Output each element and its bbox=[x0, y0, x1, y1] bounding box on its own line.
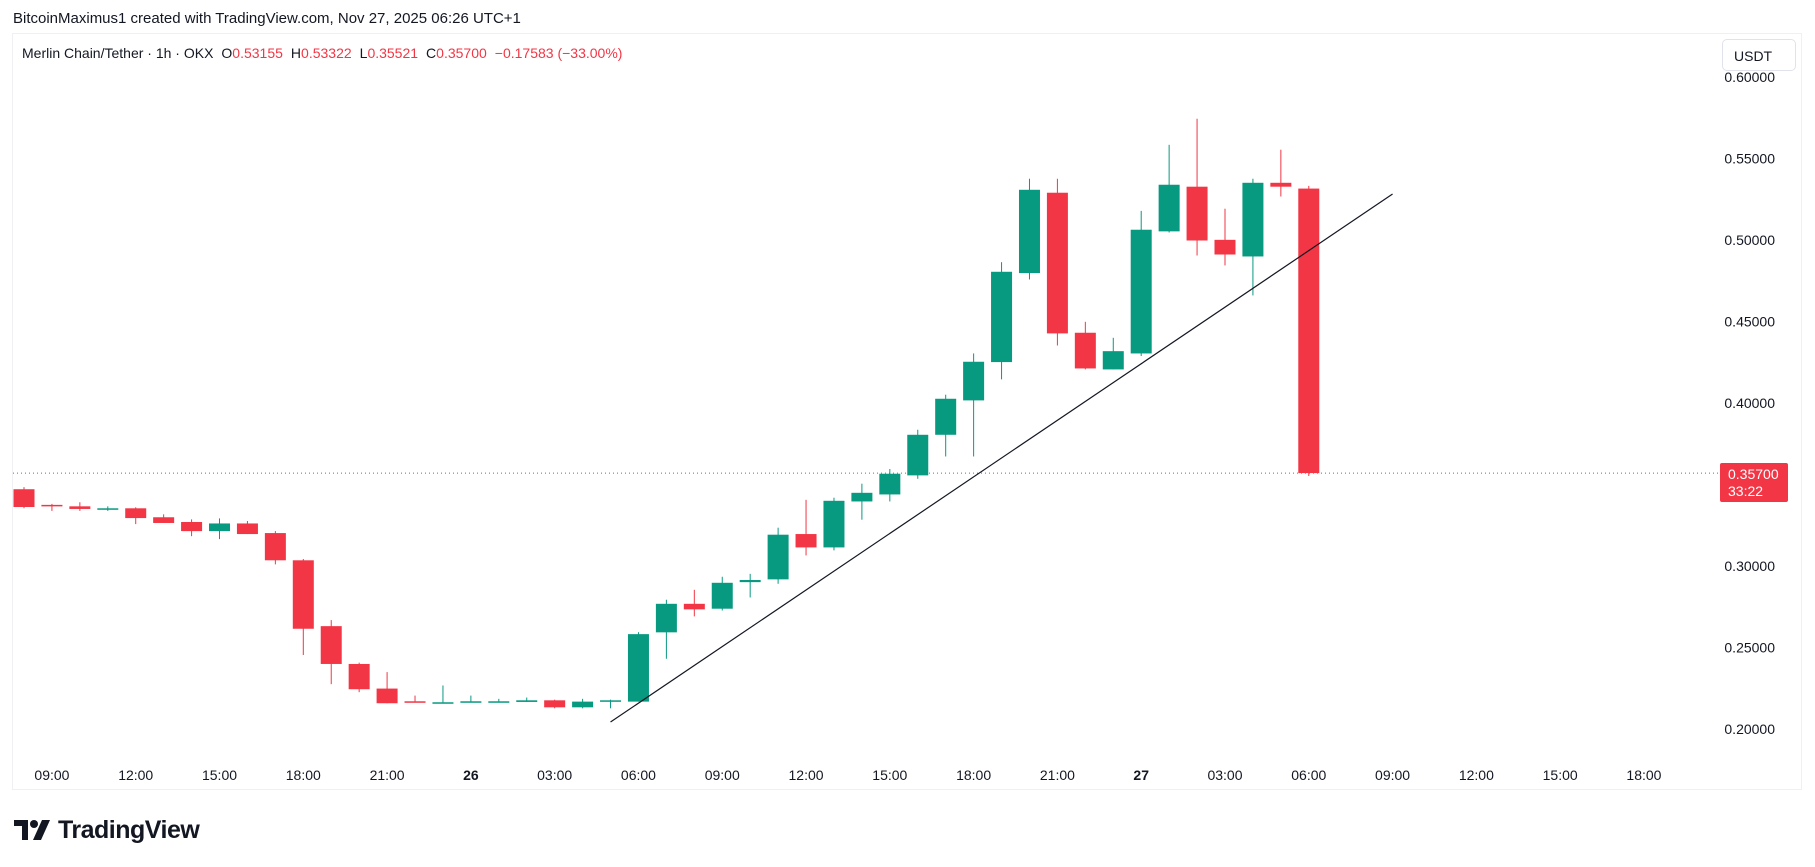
time-axis-label: 18:00 bbox=[956, 767, 991, 783]
logo-text: TradingView bbox=[58, 815, 200, 844]
time-axis-label: 18:00 bbox=[1626, 767, 1661, 783]
price-axis-label: 0.50000 bbox=[1724, 232, 1775, 248]
low-label: L bbox=[359, 45, 368, 61]
trendline[interactable] bbox=[610, 193, 1393, 723]
chart-frame bbox=[12, 33, 1802, 790]
ohlc-legend: Merlin Chain/Tether · 1h · OKX O0.53155 H0… bbox=[22, 45, 622, 61]
high-value: 0.53322 bbox=[301, 45, 352, 61]
candle-body-up[interactable] bbox=[432, 702, 454, 704]
time-axis-label: 21:00 bbox=[1040, 767, 1075, 783]
candle-body-down[interactable] bbox=[1046, 192, 1068, 334]
candle-body-down[interactable] bbox=[181, 521, 203, 532]
price-change: −0.17583 (−33.00%) bbox=[494, 45, 623, 61]
time-axis-label: 15:00 bbox=[1543, 767, 1578, 783]
close-value: 0.35700 bbox=[436, 45, 487, 61]
tradingview-logo-icon bbox=[14, 820, 50, 840]
price-axis-label: 0.30000 bbox=[1724, 558, 1775, 574]
time-axis-label: 12:00 bbox=[1459, 767, 1494, 783]
candle-body-up[interactable] bbox=[1018, 189, 1040, 274]
candle-body-up[interactable] bbox=[991, 271, 1013, 363]
time-axis-label: 09:00 bbox=[705, 767, 740, 783]
candle-body-down[interactable] bbox=[376, 688, 398, 704]
time-axis-label: 27 bbox=[1133, 767, 1149, 783]
candle-body-up[interactable] bbox=[516, 700, 538, 702]
last-price-value: 0.35700 bbox=[1728, 466, 1779, 482]
last-price-tag: 0.35700 33:22 bbox=[1720, 463, 1788, 502]
candle-body-down[interactable] bbox=[153, 517, 175, 523]
currency-button[interactable]: USDT bbox=[1722, 39, 1796, 71]
candle-body-up[interactable] bbox=[879, 473, 901, 495]
candle-body-down[interactable] bbox=[1214, 239, 1236, 255]
candle-body-down[interactable] bbox=[13, 489, 35, 507]
candle-body-up[interactable] bbox=[627, 634, 649, 702]
tradingview-logo[interactable]: TradingView bbox=[14, 815, 200, 844]
price-axis-label: 0.55000 bbox=[1724, 151, 1775, 167]
open-label: O bbox=[221, 45, 233, 61]
candle-body-up[interactable] bbox=[907, 434, 929, 476]
price-axis-label: 0.20000 bbox=[1724, 721, 1775, 737]
candle-body-up[interactable] bbox=[1242, 182, 1264, 257]
price-axis-label: 0.60000 bbox=[1724, 69, 1775, 85]
price-axis-label: 0.25000 bbox=[1724, 640, 1775, 656]
time-axis-label: 26 bbox=[463, 767, 479, 783]
candle-body-down[interactable] bbox=[1298, 188, 1320, 474]
time-axis-label: 06:00 bbox=[621, 767, 656, 783]
candle-body-down[interactable] bbox=[1074, 332, 1096, 369]
candle-body-down[interactable] bbox=[236, 523, 258, 535]
time-axis-label: 12:00 bbox=[118, 767, 153, 783]
price-axis-label: 0.40000 bbox=[1724, 395, 1775, 411]
candle-body-up[interactable] bbox=[739, 580, 761, 583]
time-axis-label: 03:00 bbox=[1207, 767, 1242, 783]
candle-body-down[interactable] bbox=[41, 504, 63, 507]
time-axis-label: 18:00 bbox=[286, 767, 321, 783]
symbol-title[interactable]: Merlin Chain/Tether · 1h · OKX bbox=[22, 45, 214, 61]
candle-body-down[interactable] bbox=[292, 560, 314, 629]
candle-body-down[interactable] bbox=[544, 700, 566, 708]
time-axis-label: 09:00 bbox=[1375, 767, 1410, 783]
time-axis-label: 21:00 bbox=[370, 767, 405, 783]
candle-body-down[interactable] bbox=[125, 508, 147, 519]
candle-body-up[interactable] bbox=[460, 701, 482, 703]
candle-body-down[interactable] bbox=[1270, 182, 1292, 187]
candle-body-up[interactable] bbox=[97, 508, 119, 510]
candle-body-up[interactable] bbox=[1158, 184, 1180, 232]
time-axis-label: 15:00 bbox=[202, 767, 237, 783]
candle-body-down[interactable] bbox=[69, 506, 91, 509]
candle-body-down[interactable] bbox=[348, 663, 370, 690]
candle-body-up[interactable] bbox=[572, 701, 594, 708]
candle-body-up[interactable] bbox=[935, 398, 957, 435]
bar-countdown: 33:22 bbox=[1728, 483, 1764, 499]
chart-attribution: BitcoinMaximus1 created with TradingView… bbox=[13, 10, 521, 27]
candle-body-down[interactable] bbox=[683, 603, 705, 610]
high-label: H bbox=[290, 45, 302, 61]
candle-body-down[interactable] bbox=[264, 533, 286, 561]
time-axis-label: 12:00 bbox=[789, 767, 824, 783]
candle-body-up[interactable] bbox=[655, 603, 677, 633]
candle-body-up[interactable] bbox=[963, 361, 985, 401]
candle-body-up[interactable] bbox=[209, 523, 231, 532]
time-axis-label: 03:00 bbox=[537, 767, 572, 783]
candle-body-up[interactable] bbox=[1130, 229, 1152, 354]
candle-body-up[interactable] bbox=[851, 492, 873, 502]
candle-body-up[interactable] bbox=[488, 701, 510, 703]
open-value: 0.53155 bbox=[232, 45, 283, 61]
candle-body-up[interactable] bbox=[767, 534, 789, 580]
time-axis-label: 09:00 bbox=[34, 767, 69, 783]
price-axis-label: 0.45000 bbox=[1724, 314, 1775, 330]
candle-body-up[interactable] bbox=[600, 700, 622, 702]
candle-body-up[interactable] bbox=[823, 500, 845, 548]
candle-body-up[interactable] bbox=[711, 582, 733, 609]
candle-body-down[interactable] bbox=[404, 701, 426, 703]
candle-body-down[interactable] bbox=[1186, 186, 1208, 241]
low-value: 0.35521 bbox=[367, 45, 419, 61]
time-axis-label: 15:00 bbox=[872, 767, 907, 783]
candle-body-down[interactable] bbox=[320, 626, 342, 664]
close-label: C bbox=[426, 45, 437, 61]
candle-body-down[interactable] bbox=[795, 534, 817, 548]
time-axis-label: 06:00 bbox=[1291, 767, 1326, 783]
candle-body-up[interactable] bbox=[1102, 351, 1124, 370]
